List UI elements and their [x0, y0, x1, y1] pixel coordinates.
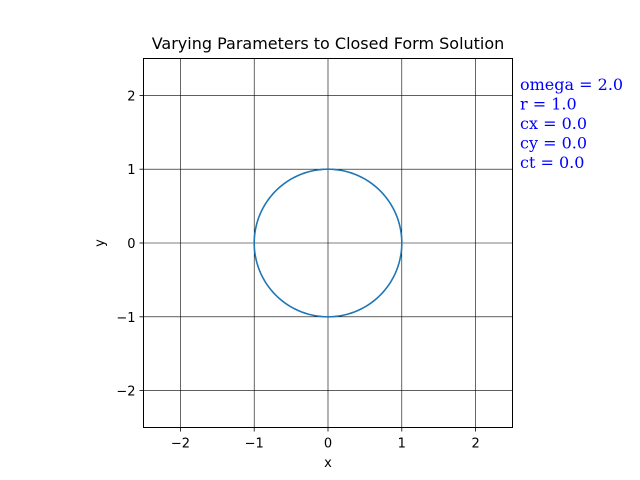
parameter-annotation: omega = 2.0: [520, 75, 623, 94]
x-tick-label: 0: [324, 437, 332, 452]
parameter-annotations: omega = 2.0r = 1.0cx = 0.0cy = 0.0ct = 0…: [520, 75, 623, 172]
y-tick-label: 0: [127, 237, 135, 252]
x-tick-label: −1: [245, 437, 264, 452]
chart-title: Varying Parameters to Closed Form Soluti…: [152, 34, 505, 53]
y-tick-label: −2: [116, 385, 135, 400]
parameter-annotation: ct = 0.0: [520, 153, 584, 172]
x-tick-label: 1: [398, 437, 406, 452]
y-axis-ticks: −2 −1 0 1 2: [116, 89, 144, 400]
x-axis-label: x: [324, 456, 332, 471]
x-axis-ticks: −2 −1 0 1 2: [171, 427, 480, 452]
y-tick-label: 1: [127, 163, 135, 178]
grid-lines: [143, 58, 513, 428]
y-tick-label: 2: [127, 89, 135, 104]
parameter-annotation: cx = 0.0: [520, 114, 587, 133]
x-tick-label: −2: [171, 437, 190, 452]
series-line-circle: [253, 168, 403, 318]
parameter-annotation: r = 1.0: [520, 95, 577, 114]
data-series: [253, 168, 403, 318]
parameter-annotation: cy = 0.0: [520, 134, 587, 153]
x-tick-label: 2: [471, 437, 479, 452]
y-axis-label: y: [93, 239, 108, 247]
y-tick-label: −1: [116, 311, 135, 326]
